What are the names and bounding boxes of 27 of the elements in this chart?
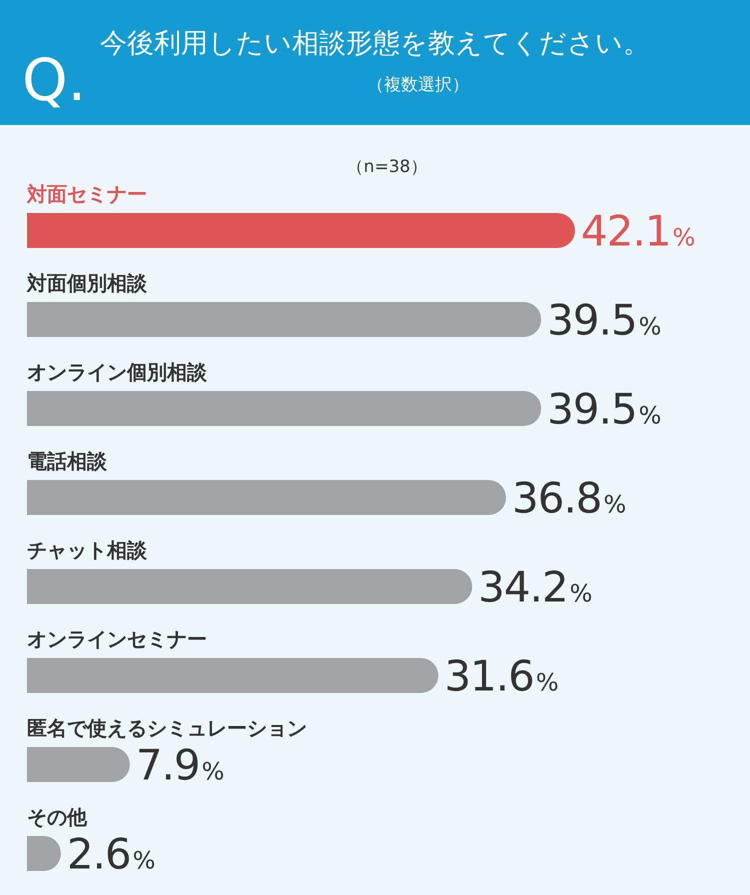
bar (27, 747, 130, 782)
data-label: 31.6% (444, 652, 558, 700)
data-label: 39.5% (547, 296, 661, 344)
bar (27, 569, 472, 604)
data-label: 2.6% (66, 830, 155, 878)
data-label: 39.5% (547, 384, 661, 434)
y-tick-label: 対面個別相談 (26, 271, 148, 295)
data-label: 7.9% (136, 740, 224, 790)
chart-title: 今後利用したい相談形態を教えてください。 (100, 28, 650, 59)
y-tick-label: 匿名で使えるシミュレーション (27, 716, 307, 740)
annotation: （n=38） (346, 157, 428, 177)
bar (27, 302, 542, 337)
bar (27, 391, 542, 426)
text: Q. (22, 46, 86, 114)
bar (27, 480, 506, 515)
y-tick-label: チャット相談 (27, 538, 148, 562)
y-tick-label: その他 (27, 805, 88, 829)
y-tick-label: 対面セミナー (26, 182, 147, 206)
bar (27, 658, 438, 693)
data-label: 42.1% (581, 206, 695, 256)
y-tick-label: 電話相談 (27, 449, 108, 473)
y-tick-label: オンラインセミナー (27, 627, 207, 651)
chart-subtitle: （複数選択） (367, 75, 469, 95)
data-label: 36.8% (512, 474, 626, 522)
data-label: 34.2% (478, 562, 592, 612)
y-tick-label: オンライン個別相談 (27, 360, 208, 384)
bar (27, 213, 575, 248)
